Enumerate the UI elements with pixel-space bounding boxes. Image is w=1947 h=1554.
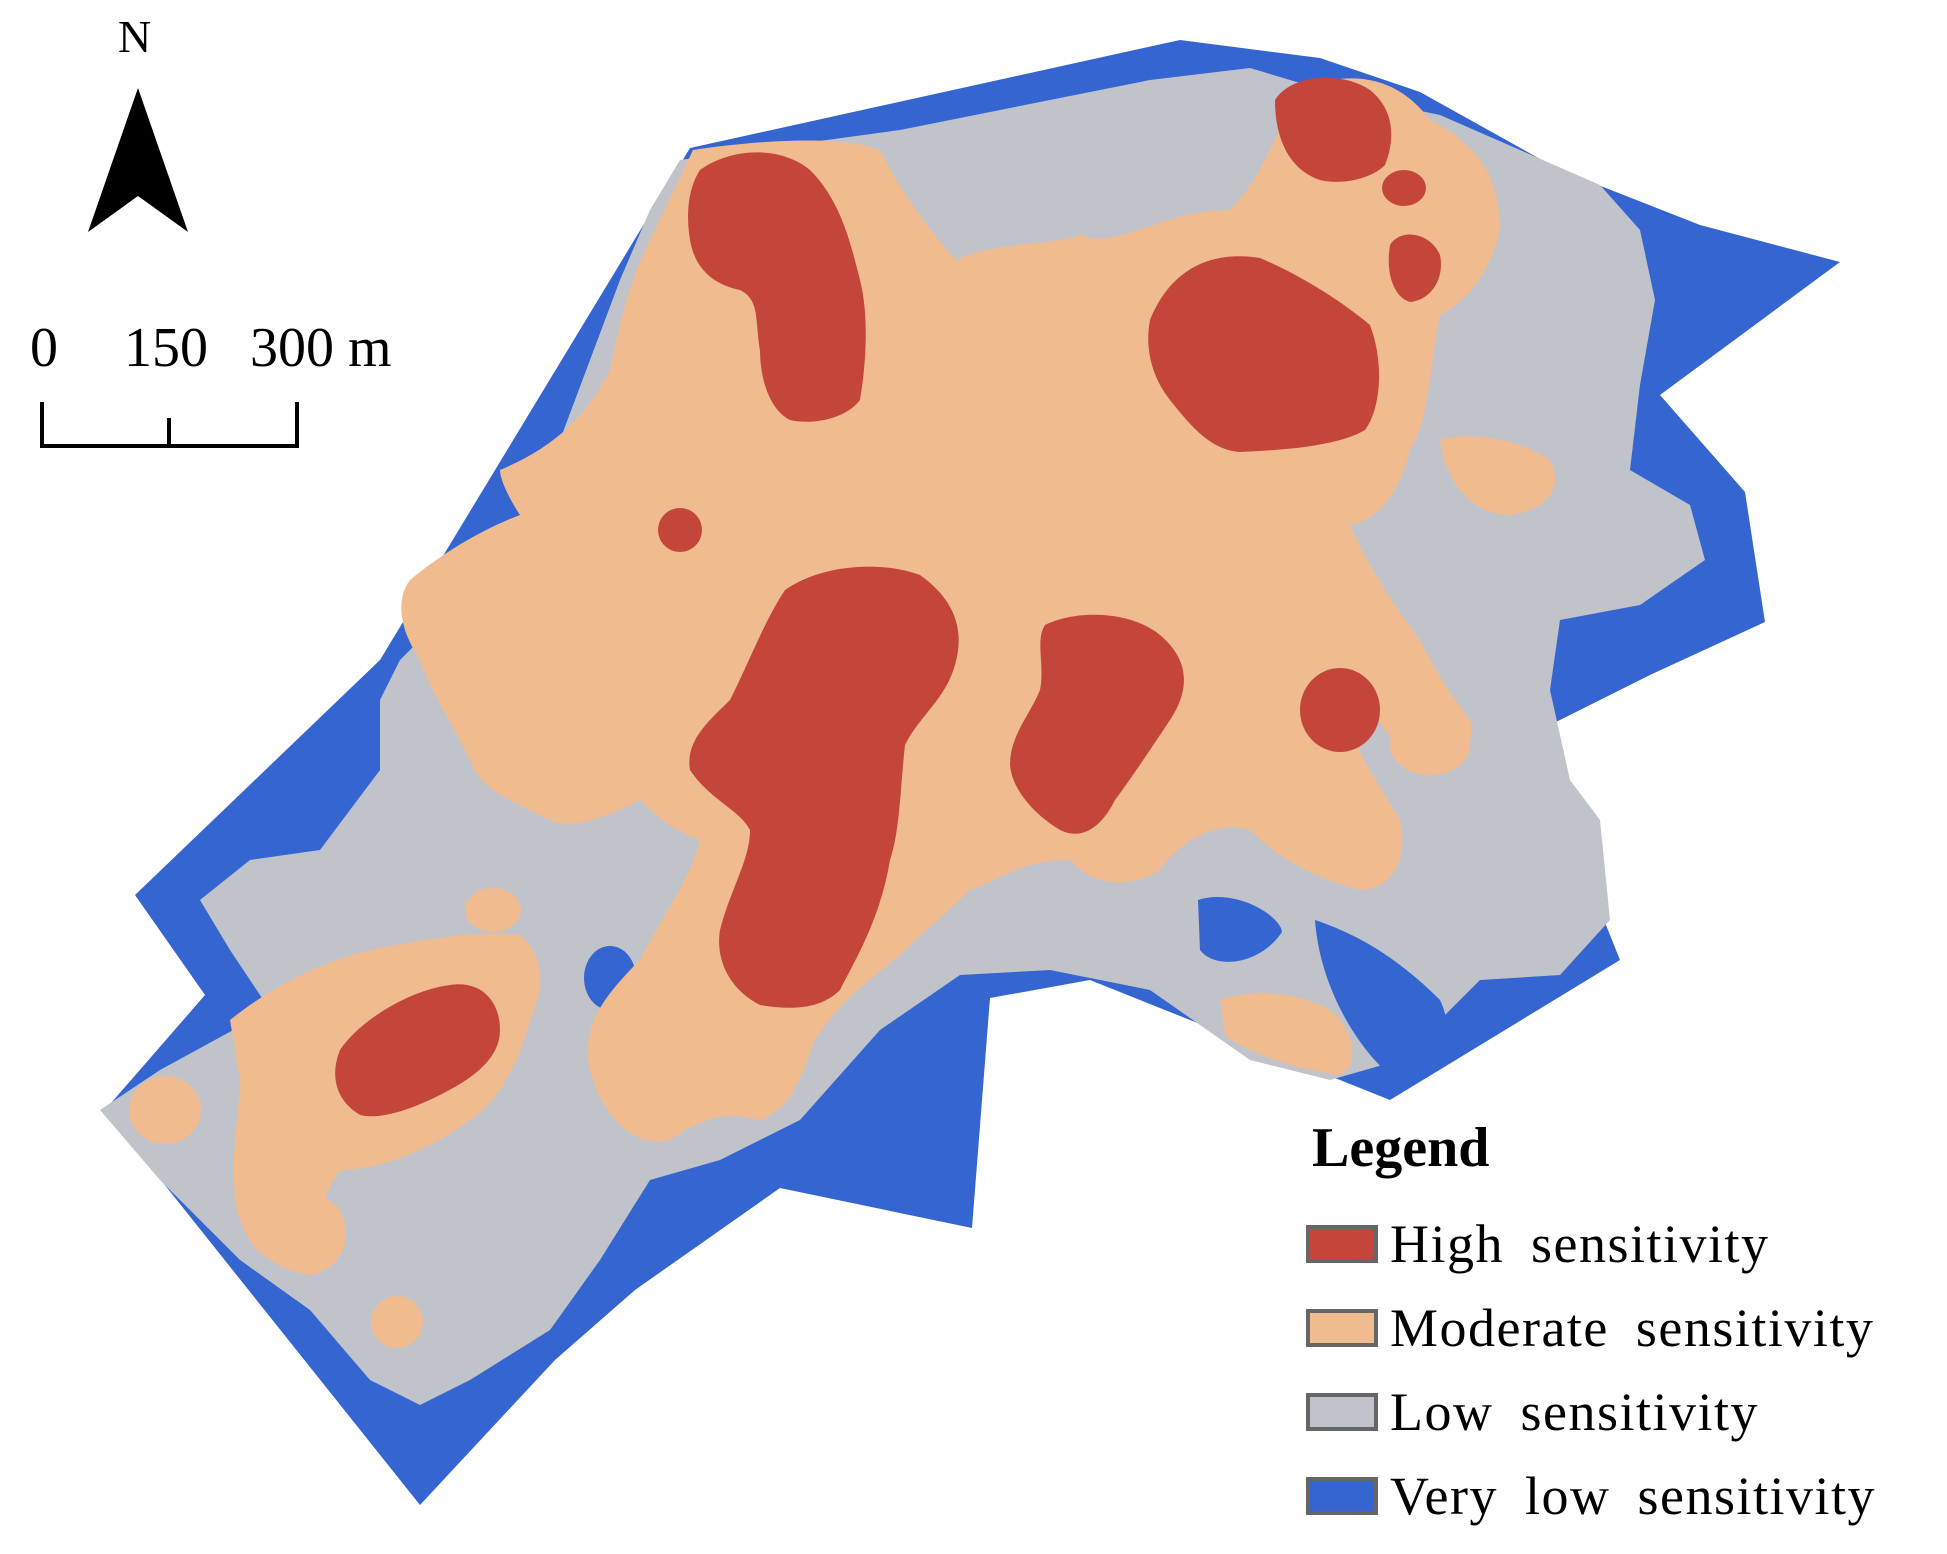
scale-bar-graphic bbox=[40, 402, 299, 448]
legend-label-low: Low sensitivity bbox=[1390, 1382, 1759, 1442]
scale-label-0: 0 bbox=[30, 317, 58, 379]
legend-label-very-low: Very low sensitivity bbox=[1390, 1466, 1876, 1526]
high-sensitivity-areas bbox=[335, 77, 1441, 1117]
legend-title: Legend bbox=[1312, 1117, 1490, 1179]
scale-label-300: 300 m bbox=[250, 317, 392, 379]
legend-swatch-low bbox=[1306, 1393, 1378, 1431]
legend-swatch-very-low bbox=[1306, 1477, 1378, 1515]
scale-label-150: 150 bbox=[124, 317, 208, 379]
north-label: N bbox=[118, 11, 152, 62]
legend-label-high: High sensitivity bbox=[1390, 1214, 1770, 1274]
legend-item-low: Low sensitivity bbox=[1306, 1370, 1876, 1454]
legend-item-high: High sensitivity bbox=[1306, 1202, 1876, 1286]
north-arrow-icon bbox=[88, 88, 188, 232]
legend-swatch-high bbox=[1306, 1225, 1378, 1263]
legend-item-moderate: Moderate sensitivity bbox=[1306, 1286, 1876, 1370]
legend-label-moderate: Moderate sensitivity bbox=[1390, 1298, 1875, 1358]
legend-swatch-moderate bbox=[1306, 1309, 1378, 1347]
legend: Legend High sensitivity Moderate sensiti… bbox=[1306, 1120, 1876, 1538]
legend-item-very-low: Very low sensitivity bbox=[1306, 1454, 1876, 1538]
